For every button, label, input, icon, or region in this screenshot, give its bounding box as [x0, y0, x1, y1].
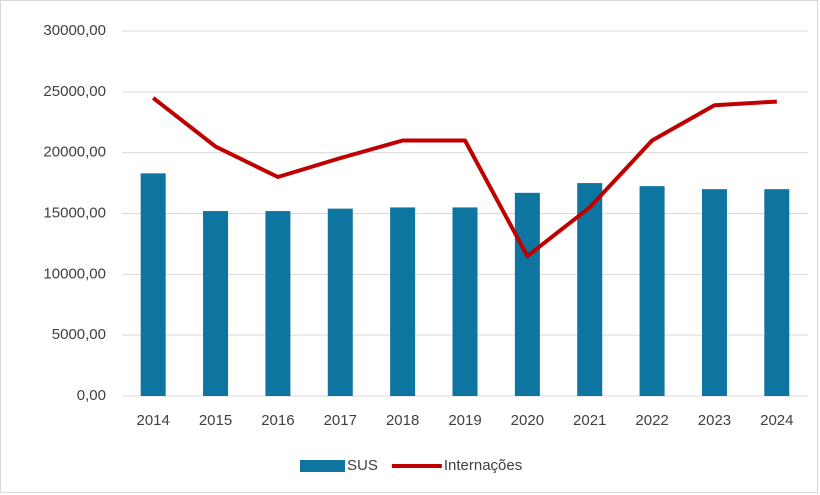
- bar: [639, 186, 665, 396]
- y-tick-label: 25000,00: [43, 83, 106, 100]
- x-tick-label: 2024: [760, 412, 793, 429]
- legend-label: SUS: [347, 457, 378, 474]
- x-tick-label: 2014: [136, 412, 169, 429]
- y-tick-label: 5000,00: [52, 326, 106, 343]
- y-tick-label: 15000,00: [43, 204, 106, 221]
- bar: [764, 189, 790, 396]
- x-tick-label: 2020: [511, 412, 544, 429]
- x-tick-label: 2016: [261, 412, 294, 429]
- x-tick-label: 2019: [448, 412, 481, 429]
- bar: [701, 189, 727, 396]
- bar: [390, 207, 416, 396]
- y-tick-label: 10000,00: [43, 265, 106, 282]
- bar: [265, 211, 291, 396]
- line: [151, 96, 777, 259]
- x-tick-label: 2023: [698, 412, 731, 429]
- bar: [514, 192, 540, 396]
- x-tick-label: 2021: [573, 412, 606, 429]
- legend-label: Internações: [444, 457, 522, 474]
- bar: [327, 208, 353, 396]
- x-tick-label: 2018: [386, 412, 419, 429]
- y-tick-label: 20000,00: [43, 144, 106, 161]
- x-tick-label: 2017: [324, 412, 357, 429]
- y-tick-label: 0,00: [77, 387, 106, 404]
- x-tick-label: 2022: [635, 412, 668, 429]
- bar: [140, 173, 166, 396]
- legend-swatch: [300, 460, 345, 472]
- bar: [452, 207, 478, 396]
- x-tick-label: 2015: [199, 412, 232, 429]
- bar: [577, 183, 603, 396]
- bar: [203, 211, 229, 396]
- y-tick-label: 30000,00: [43, 22, 106, 39]
